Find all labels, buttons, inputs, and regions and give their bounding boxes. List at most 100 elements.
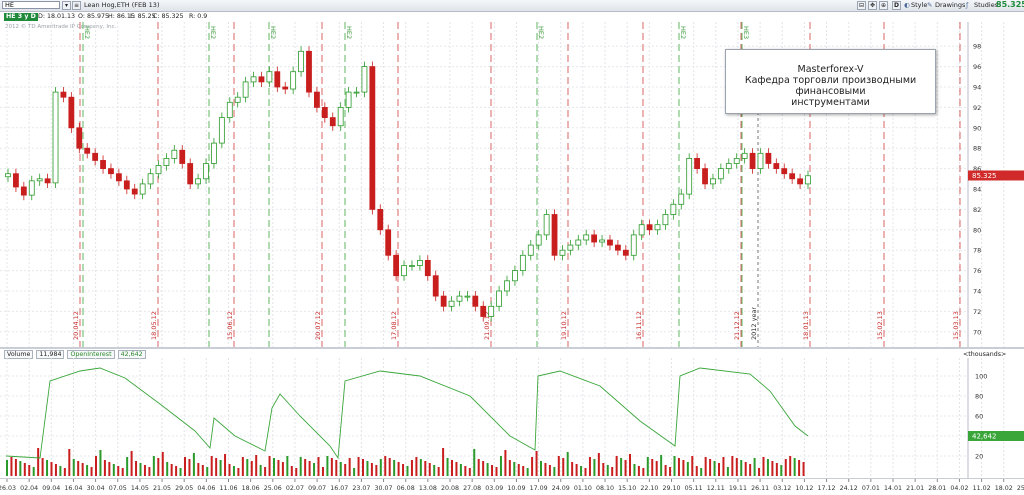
- price-tick-label: 86: [973, 165, 981, 173]
- time-tick-label: 18.06: [242, 485, 260, 492]
- time-tick-label: 16.04: [64, 485, 82, 492]
- rollover-label: HE2: [537, 26, 545, 39]
- volume-bar: [526, 468, 529, 476]
- candle: [512, 270, 518, 282]
- expiry-label: 17.08.12: [390, 311, 398, 340]
- volume-bar: [357, 457, 360, 476]
- studies-button[interactable]: Studies: [974, 1, 999, 9]
- price-tick-label: 76: [973, 267, 981, 275]
- candle: [424, 259, 431, 277]
- units-label: <thousands>: [963, 351, 1007, 358]
- studies-icon[interactable]: ƒ: [966, 1, 969, 9]
- candle: [211, 142, 217, 164]
- candle: [741, 152, 748, 159]
- volume-bar: [219, 460, 222, 476]
- candle: [622, 249, 629, 256]
- symbol-lookup-button[interactable]: ▾: [62, 1, 71, 10]
- volume-bar: [468, 468, 471, 476]
- volume-bar: [464, 466, 467, 476]
- expiry-label: 21.12.12: [733, 311, 741, 340]
- volume-bar: [566, 452, 569, 476]
- volume-bar: [255, 455, 258, 476]
- expiry-label: 18.05.12: [150, 311, 158, 340]
- candle: [575, 239, 582, 246]
- candle: [559, 249, 566, 256]
- window-menu-icon[interactable]: ⊟: [857, 1, 866, 10]
- volume-bar: [228, 464, 231, 476]
- candle: [28, 180, 35, 196]
- candle: [377, 208, 384, 231]
- volume-bar: [99, 450, 102, 476]
- annotation-box[interactable]: Masterforex-V Кафедра торговли производн…: [725, 49, 936, 114]
- volume-chart[interactable]: 1008060402042,642: [0, 358, 1024, 478]
- volume-bar: [446, 458, 449, 476]
- style-icon[interactable]: ◐: [904, 1, 910, 9]
- candle: [567, 244, 574, 251]
- candle: [361, 66, 368, 93]
- price-tick-label: 84: [973, 186, 981, 194]
- crosshair-icon[interactable]: ✥: [868, 1, 877, 10]
- volume-tick-label: 60: [975, 413, 983, 421]
- time-tick-label: 12.11: [707, 485, 725, 492]
- candle: [464, 295, 471, 298]
- price-tick-label: 92: [973, 104, 981, 112]
- volume-bar: [753, 458, 756, 476]
- volume-bar: [571, 462, 574, 476]
- last-price: 85.325: [996, 0, 1024, 9]
- candle: [179, 149, 186, 164]
- period-button[interactable]: D: [892, 1, 901, 10]
- instrument-description: Lean Hog,ETH (FEB 13): [84, 1, 160, 9]
- time-tick-label: 27.08: [463, 485, 481, 492]
- time-axis[interactable]: 26.03 02.04 09.04 16.04 30.04 07.05 14.05 21.05…: [0, 478, 1024, 495]
- volume-bar: [642, 468, 645, 476]
- time-tick-label: 28.01: [928, 485, 946, 492]
- drawings-icon[interactable]: ✎: [927, 1, 933, 9]
- volume-bar: [406, 466, 409, 476]
- time-tick-label: 30.04: [87, 485, 105, 492]
- candle: [385, 229, 392, 256]
- time-tick-label: 29.05: [175, 485, 193, 492]
- time-tick-label: 06.08: [397, 485, 415, 492]
- price-chart[interactable]: 98 96 94 92 90 88 86 84 82 80 78 76 74 72 70 20.04.12 18…: [0, 22, 1024, 347]
- panel-divider[interactable]: [0, 347, 1024, 349]
- time-tick-label: 03.12: [773, 485, 791, 492]
- volume-bar: [517, 464, 520, 476]
- time-tick-label: 03.09: [485, 485, 503, 492]
- volume-bar: [152, 456, 155, 476]
- zoom-icon[interactable]: ⊕: [879, 1, 888, 10]
- time-tick-label: 04.02: [950, 485, 968, 492]
- volume-bar: [798, 460, 801, 476]
- candle: [195, 178, 201, 185]
- time-tick-label: 07.05: [109, 485, 127, 492]
- rollover-label: HE2: [209, 26, 217, 39]
- symbol-tag[interactable]: HE 3 y D: [4, 13, 38, 21]
- drawings-button[interactable]: Drawings: [935, 1, 966, 9]
- volume-bar: [611, 467, 614, 476]
- volume-bar: [108, 462, 111, 476]
- volume-bar: [139, 463, 142, 476]
- candle: [488, 305, 495, 317]
- symbol-input[interactable]: [2, 1, 60, 9]
- candle: [717, 168, 724, 180]
- candle: [480, 305, 487, 317]
- style-button[interactable]: Style: [911, 1, 928, 9]
- candle: [670, 203, 677, 215]
- candle: [686, 157, 693, 195]
- volume-bar: [286, 456, 289, 476]
- oi-label: OpenInterest: [67, 350, 115, 359]
- volume-bar: [10, 457, 13, 476]
- candle: [139, 183, 146, 195]
- time-tick-label: 24.12: [840, 485, 858, 492]
- candle: [353, 91, 360, 94]
- time-tick-label: 17.09: [530, 485, 548, 492]
- candle: [203, 163, 209, 180]
- candle: [250, 76, 257, 83]
- volume-bar: [81, 463, 84, 476]
- volume-bar: [197, 463, 200, 476]
- volume-bar: [37, 448, 40, 476]
- candle: [369, 66, 376, 210]
- volume-bar: [535, 451, 538, 476]
- candle: [583, 234, 590, 241]
- link-icon[interactable]: ≡: [72, 1, 81, 10]
- candle: [710, 178, 716, 185]
